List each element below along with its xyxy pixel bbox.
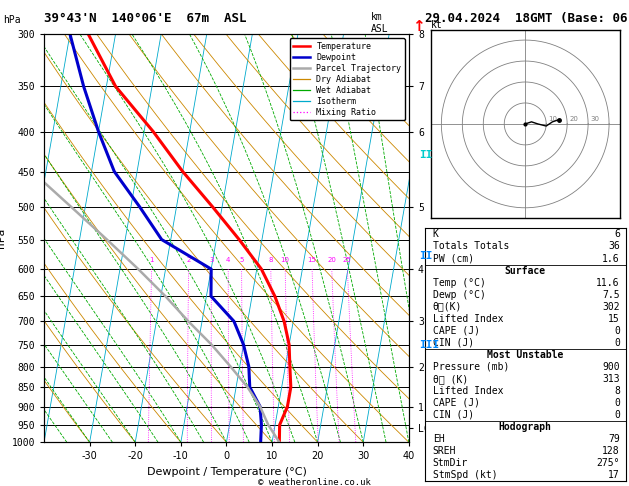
Text: K: K bbox=[433, 229, 438, 240]
Text: hPa: hPa bbox=[3, 15, 21, 25]
Text: 10: 10 bbox=[548, 116, 557, 122]
Text: PW (cm): PW (cm) bbox=[433, 254, 474, 263]
Text: 5: 5 bbox=[240, 258, 244, 263]
Text: 2: 2 bbox=[186, 258, 191, 263]
Text: EH: EH bbox=[433, 434, 444, 444]
Text: 128: 128 bbox=[602, 446, 620, 456]
Text: Lifted Index: Lifted Index bbox=[433, 313, 503, 324]
Text: © weatheronline.co.uk: © weatheronline.co.uk bbox=[258, 478, 371, 486]
Text: Lifted Index: Lifted Index bbox=[433, 386, 503, 396]
Text: θᴇ(K): θᴇ(K) bbox=[433, 302, 462, 312]
Text: Surface: Surface bbox=[504, 265, 546, 276]
Text: 39°43'N  140°06'E  67m  ASL: 39°43'N 140°06'E 67m ASL bbox=[44, 12, 247, 25]
Text: 11.6: 11.6 bbox=[596, 278, 620, 288]
Text: 6: 6 bbox=[614, 229, 620, 240]
Text: 0: 0 bbox=[614, 410, 620, 420]
Y-axis label: hPa: hPa bbox=[0, 228, 6, 248]
Text: 36: 36 bbox=[608, 242, 620, 251]
Text: StmDir: StmDir bbox=[433, 458, 468, 468]
Text: CAPE (J): CAPE (J) bbox=[433, 326, 480, 336]
Text: 7.5: 7.5 bbox=[602, 290, 620, 299]
Text: 10: 10 bbox=[281, 258, 289, 263]
Text: 900: 900 bbox=[602, 362, 620, 372]
Legend: Temperature, Dewpoint, Parcel Trajectory, Dry Adiabat, Wet Adiabat, Isotherm, Mi: Temperature, Dewpoint, Parcel Trajectory… bbox=[290, 38, 404, 121]
Text: 15: 15 bbox=[608, 313, 620, 324]
Text: StmSpd (kt): StmSpd (kt) bbox=[433, 470, 498, 480]
Text: 30: 30 bbox=[590, 116, 599, 122]
Text: 15: 15 bbox=[308, 258, 316, 263]
Text: 25: 25 bbox=[343, 258, 352, 263]
Text: Temp (°C): Temp (°C) bbox=[433, 278, 486, 288]
Text: 302: 302 bbox=[602, 302, 620, 312]
Text: Hodograph: Hodograph bbox=[499, 422, 552, 432]
Text: 17: 17 bbox=[608, 470, 620, 480]
Text: CAPE (J): CAPE (J) bbox=[433, 398, 480, 408]
Text: 3: 3 bbox=[209, 258, 214, 263]
Text: 1.6: 1.6 bbox=[602, 254, 620, 263]
Text: 29.04.2024  18GMT (Base: 06): 29.04.2024 18GMT (Base: 06) bbox=[425, 12, 629, 25]
Text: Most Unstable: Most Unstable bbox=[487, 350, 564, 360]
Text: 8: 8 bbox=[614, 386, 620, 396]
Text: Pressure (mb): Pressure (mb) bbox=[433, 362, 509, 372]
Text: 79: 79 bbox=[608, 434, 620, 444]
Text: III: III bbox=[419, 340, 439, 350]
Text: 20: 20 bbox=[327, 258, 336, 263]
Text: Totals Totals: Totals Totals bbox=[433, 242, 509, 251]
Text: 0: 0 bbox=[614, 398, 620, 408]
Text: θᴇ (K): θᴇ (K) bbox=[433, 374, 468, 384]
Text: CIN (J): CIN (J) bbox=[433, 338, 474, 348]
Text: 0: 0 bbox=[614, 326, 620, 336]
Text: 0: 0 bbox=[614, 338, 620, 348]
Text: CIN (J): CIN (J) bbox=[433, 410, 474, 420]
Text: SREH: SREH bbox=[433, 446, 456, 456]
Text: ↑: ↑ bbox=[412, 19, 425, 35]
Text: kt: kt bbox=[431, 19, 443, 30]
Text: 20: 20 bbox=[569, 116, 578, 122]
Text: 275°: 275° bbox=[596, 458, 620, 468]
Text: 1: 1 bbox=[150, 258, 154, 263]
Text: II: II bbox=[419, 150, 432, 160]
Text: km
ASL: km ASL bbox=[371, 12, 389, 34]
Y-axis label: km
ASL: km ASL bbox=[438, 229, 460, 247]
Text: 313: 313 bbox=[602, 374, 620, 384]
Text: Dewp (°C): Dewp (°C) bbox=[433, 290, 486, 299]
Text: 4: 4 bbox=[226, 258, 230, 263]
X-axis label: Dewpoint / Temperature (°C): Dewpoint / Temperature (°C) bbox=[147, 467, 306, 477]
Text: II: II bbox=[419, 251, 432, 261]
Text: 8: 8 bbox=[269, 258, 273, 263]
